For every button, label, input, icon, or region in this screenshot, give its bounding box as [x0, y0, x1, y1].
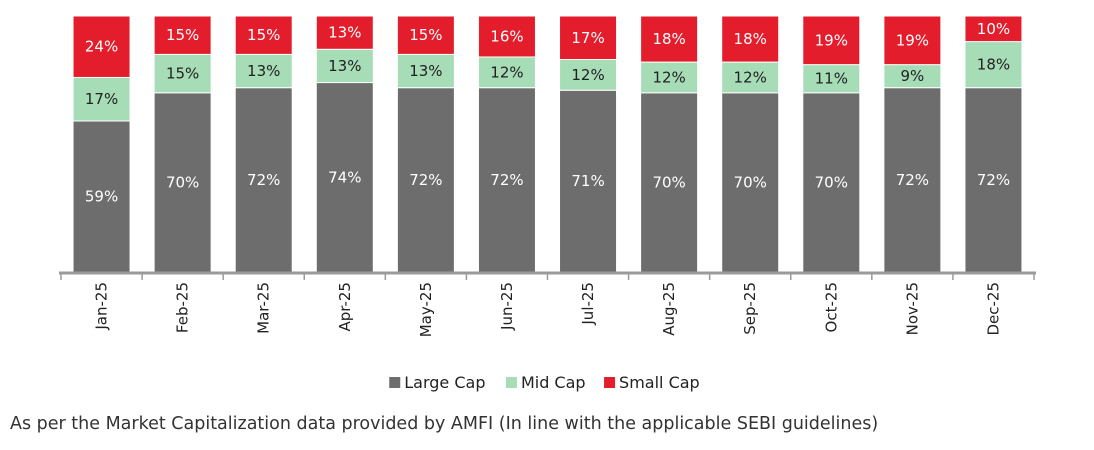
data-label-small-cap-feb-25: 15% [166, 26, 199, 44]
legend-swatch-small-cap [604, 377, 616, 388]
data-label-mid-cap-sep-25: 12% [734, 68, 767, 86]
data-label-small-cap-jan-25: 24% [85, 38, 118, 56]
bar-mid-cap-mar-25 [234, 53, 293, 89]
x-tick-label-may-25: May-25 [417, 282, 435, 337]
data-label-mid-cap-jul-25: 12% [571, 66, 604, 84]
x-tick-label-jan-25: Jan-25 [93, 282, 111, 331]
bar-large-cap-jun-25 [477, 87, 536, 273]
bar-mid-cap-sep-25 [721, 61, 780, 94]
data-label-mid-cap-aug-25: 12% [652, 68, 685, 86]
bar-small-cap-aug-25 [640, 15, 699, 63]
data-label-large-cap-oct-25: 70% [815, 173, 848, 191]
data-label-large-cap-aug-25: 70% [652, 173, 685, 191]
bar-large-cap-sep-25 [721, 92, 780, 273]
data-label-small-cap-apr-25: 13% [328, 24, 361, 42]
x-tick-label-sep-25: Sep-25 [741, 282, 759, 335]
x-tick-label-feb-25: Feb-25 [174, 282, 192, 333]
x-tick-label-mar-25: Mar-25 [255, 282, 273, 334]
bar-small-cap-nov-25 [883, 15, 942, 66]
data-label-mid-cap-jun-25: 12% [490, 63, 523, 81]
bar-small-cap-mar-25 [234, 15, 293, 55]
bar-mid-cap-feb-25 [153, 53, 212, 94]
legend-label-mid-cap: Mid Cap [521, 373, 586, 392]
bar-mid-cap-oct-25 [802, 64, 861, 94]
x-tick-label-dec-25: Dec-25 [984, 282, 1002, 336]
data-label-mid-cap-jan-25: 17% [85, 90, 118, 108]
x-tick-label-nov-25: Nov-25 [903, 282, 921, 335]
data-label-small-cap-dec-25: 10% [977, 20, 1010, 38]
data-label-mid-cap-feb-25: 15% [166, 65, 199, 83]
bar-large-cap-may-25 [396, 87, 455, 273]
data-label-large-cap-jan-25: 59% [85, 187, 118, 205]
data-label-large-cap-may-25: 72% [409, 171, 442, 189]
bar-mid-cap-aug-25 [640, 61, 699, 94]
data-label-large-cap-mar-25: 72% [247, 171, 280, 189]
data-label-small-cap-mar-25: 15% [247, 26, 280, 44]
bar-large-cap-apr-25 [315, 82, 374, 273]
bar-large-cap-oct-25 [802, 92, 861, 273]
bar-large-cap-feb-25 [153, 92, 212, 273]
bar-mid-cap-jul-25 [559, 59, 618, 91]
bar-small-cap-jul-25 [559, 15, 618, 61]
data-label-large-cap-apr-25: 74% [328, 168, 361, 186]
chart-caption: As per the Market Capitalization data pr… [10, 414, 879, 434]
data-label-large-cap-nov-25: 72% [896, 171, 929, 189]
bar-small-cap-oct-25 [802, 15, 861, 66]
data-label-large-cap-jul-25: 71% [571, 172, 604, 190]
data-label-mid-cap-nov-25: 9% [900, 67, 924, 85]
data-label-small-cap-sep-25: 18% [734, 30, 767, 48]
bar-mid-cap-jun-25 [477, 56, 536, 89]
data-label-small-cap-may-25: 15% [409, 26, 442, 44]
legend-swatch-large-cap [389, 377, 401, 388]
x-tick-label-apr-25: Apr-25 [336, 282, 354, 332]
bar-mid-cap-dec-25 [964, 41, 1023, 89]
x-tick-label-jun-25: Jun-25 [498, 282, 516, 331]
bar-small-cap-dec-25 [964, 15, 1023, 43]
data-label-small-cap-jun-25: 16% [490, 27, 523, 45]
bar-small-cap-jun-25 [477, 15, 536, 58]
data-label-small-cap-nov-25: 19% [896, 31, 929, 49]
bar-large-cap-jan-25 [72, 120, 131, 273]
data-label-large-cap-jun-25: 72% [490, 171, 523, 189]
data-label-large-cap-feb-25: 70% [166, 173, 199, 191]
bar-small-cap-jan-25 [72, 15, 131, 78]
bar-small-cap-feb-25 [153, 15, 212, 55]
data-label-large-cap-sep-25: 70% [734, 173, 767, 191]
data-label-small-cap-jul-25: 17% [571, 29, 604, 47]
bar-large-cap-jul-25 [559, 89, 618, 273]
x-tick-label-jul-25: Jul-25 [579, 282, 597, 326]
data-label-small-cap-aug-25: 18% [652, 30, 685, 48]
data-label-mid-cap-dec-25: 18% [977, 56, 1010, 74]
bar-small-cap-may-25 [396, 15, 455, 55]
legend-swatch-mid-cap [505, 377, 517, 388]
data-label-mid-cap-may-25: 13% [409, 62, 442, 80]
legend-label-small-cap: Small Cap [619, 373, 700, 392]
bar-small-cap-sep-25 [721, 15, 780, 63]
legend-label-large-cap: Large Cap [404, 373, 485, 392]
data-label-large-cap-dec-25: 72% [977, 171, 1010, 189]
x-tick-label-oct-25: Oct-25 [822, 282, 840, 332]
data-label-small-cap-oct-25: 19% [815, 31, 848, 49]
data-label-mid-cap-mar-25: 13% [247, 62, 280, 80]
bar-mid-cap-apr-25 [315, 48, 374, 84]
bar-small-cap-apr-25 [315, 15, 374, 50]
bar-large-cap-dec-25 [964, 87, 1023, 273]
data-label-mid-cap-oct-25: 11% [815, 70, 848, 88]
bar-mid-cap-jan-25 [72, 76, 131, 122]
x-tick-label-aug-25: Aug-25 [660, 282, 678, 336]
data-label-mid-cap-apr-25: 13% [328, 57, 361, 75]
